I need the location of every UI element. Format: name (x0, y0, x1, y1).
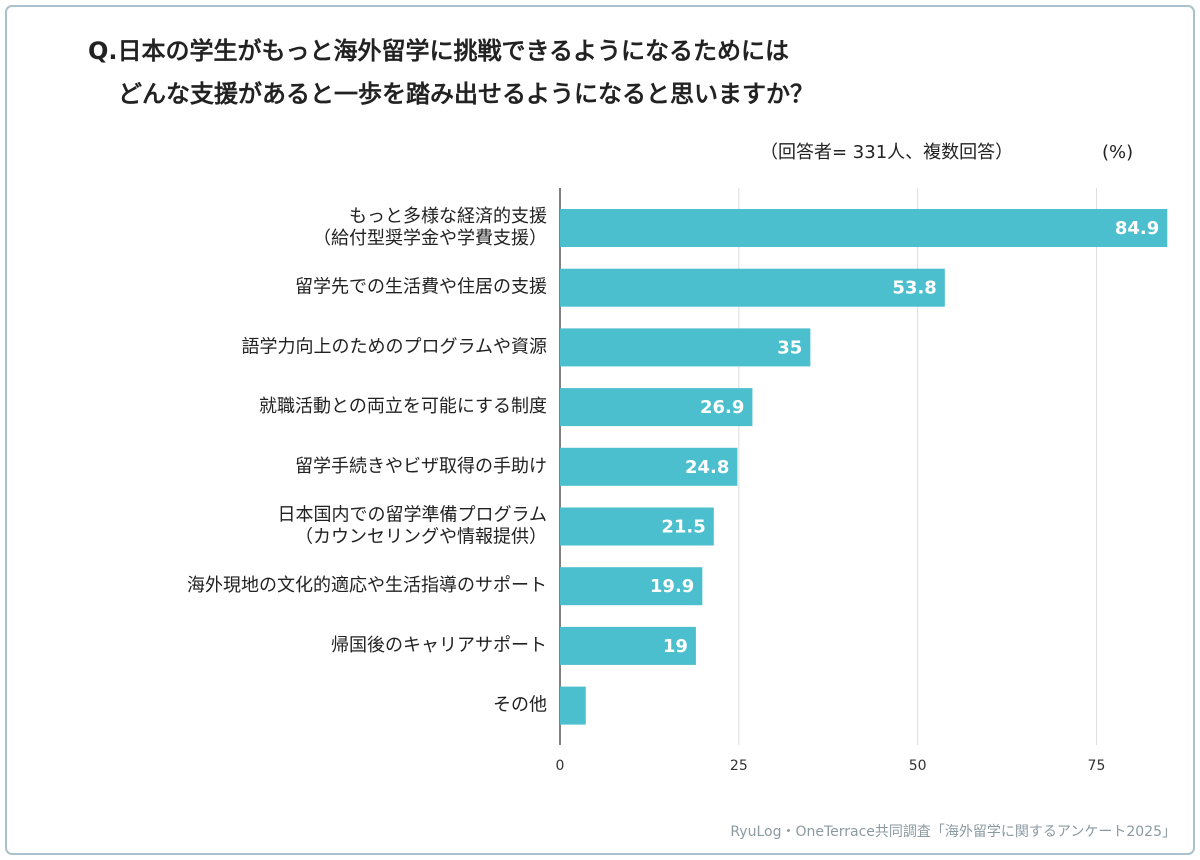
bar (560, 447, 738, 486)
value-label: 84.9 (1115, 218, 1159, 239)
y-tick-label: 留学先での生活費や住居の支援 (295, 277, 547, 298)
y-tick-label: 就職活動との両立を可能にする制度 (259, 396, 547, 417)
value-label: 26.9 (700, 397, 744, 418)
bar (560, 328, 811, 367)
value-label: 21.5 (661, 517, 705, 538)
bar (560, 209, 1168, 247)
bar (560, 567, 703, 606)
bar (560, 268, 945, 307)
chart-title: Q.日本の学生がもっと海外留学に挑戦できるようになるためには (88, 37, 789, 65)
bar (560, 388, 753, 427)
frame (5, 5, 1195, 855)
x-tick-label: 75 (1088, 758, 1106, 774)
x-tick-label: 50 (909, 758, 927, 774)
chart-title: どんな支援があると一歩を踏み出せるようになると思いますか？ (118, 80, 814, 108)
respondent-note: （回答者= 331人、複数回答） (760, 142, 1013, 163)
y-tick-label: 海外現地の文化的適応や生活指導のサポート (187, 575, 547, 596)
value-label: 53.8 (892, 278, 936, 299)
source: RyuLog・OneTerrace共同調査「海外留学に関するアンケート2025」 (730, 824, 1176, 840)
y-tick-label: その他 (493, 695, 547, 716)
value-label: 19 (663, 636, 688, 657)
value-label: 35 (777, 337, 802, 358)
y-tick-label: もっと多様な経済的支援（給付型奨学金や学費支援） (313, 206, 547, 249)
value-label: 24.8 (685, 457, 729, 478)
value-label: 19.9 (650, 576, 694, 597)
y-tick-label: 留学手続きやビザ取得の手助け (295, 456, 547, 477)
y-tick-label: 語学力向上のためのプログラムや資源 (242, 336, 547, 357)
bar (560, 507, 714, 546)
y-tick-label: 日本国内での留学準備プログラム（カウンセリングや情報提供） (278, 505, 547, 548)
bar (560, 626, 696, 665)
x-tick-label: 0 (556, 758, 565, 774)
y-tick-label: 帰国後のキャリアサポート (331, 635, 547, 656)
unit-label: (%) (1102, 142, 1133, 163)
x-tick-label: 25 (730, 758, 748, 774)
bar (560, 686, 586, 725)
